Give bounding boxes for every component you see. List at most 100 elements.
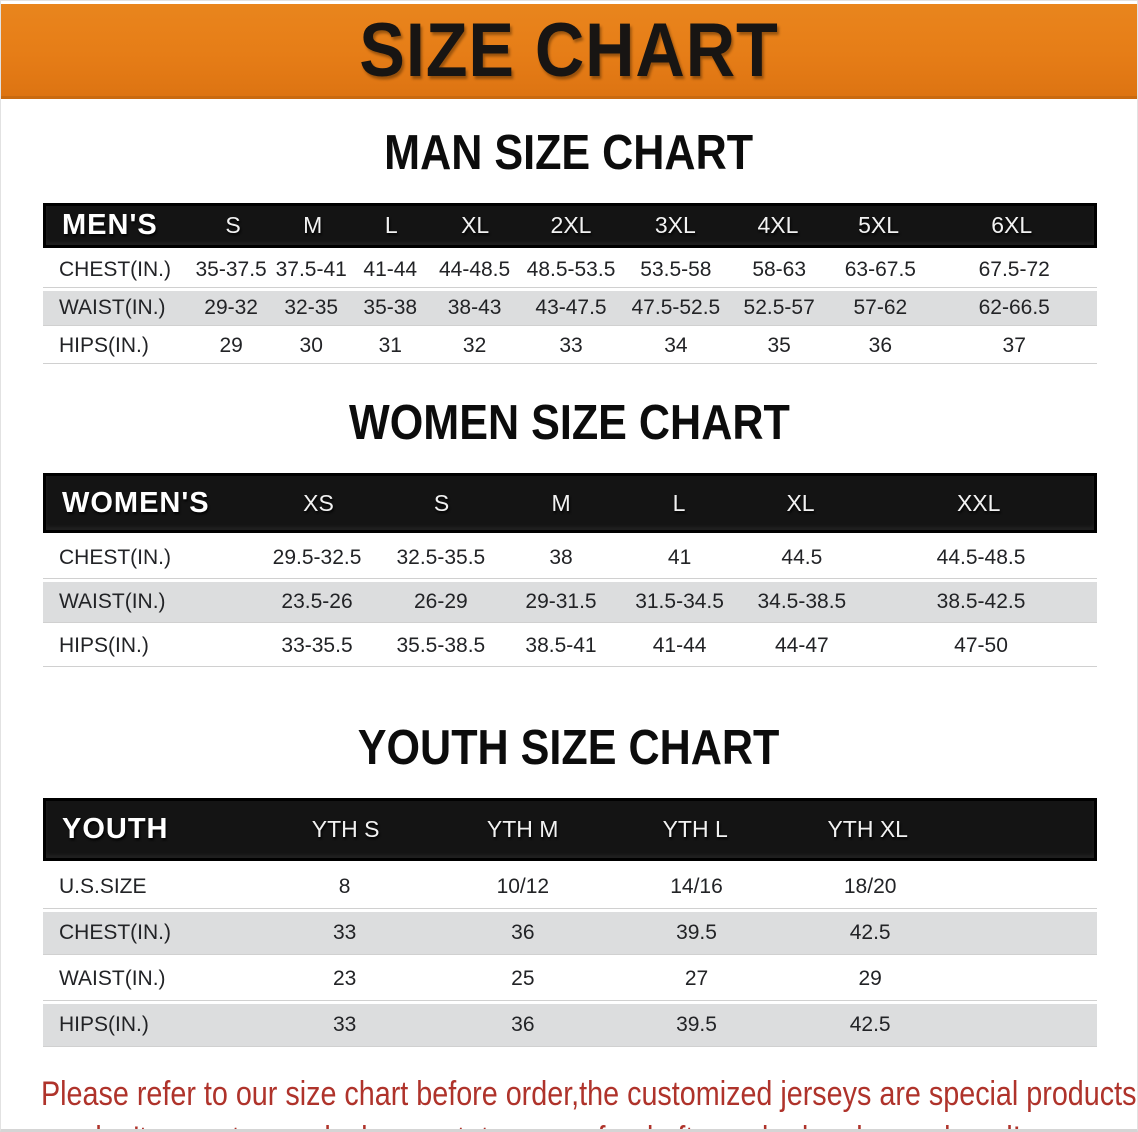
- youth-size-table: YOUTH YTH S YTH M YTH L YTH XL U.S.SIZE 8 10/12…: [43, 798, 1097, 1046]
- size-column-header: YTH M: [486, 816, 559, 842]
- value-cell: 33: [559, 334, 583, 357]
- size-column-header: XXL: [956, 489, 1001, 516]
- value-cell: 38: [549, 546, 573, 569]
- table-row: CHEST(IN.) 33 36 39.5 42.5: [43, 912, 1097, 954]
- row-label: CHEST(IN.): [59, 258, 171, 281]
- table-header-row: YOUTH YTH S YTH M YTH L YTH XL: [43, 798, 1097, 861]
- value-cell: 32: [462, 334, 487, 357]
- value-cell: 18/20: [843, 875, 897, 898]
- value-cell: 29: [858, 967, 882, 990]
- row-label: HIPS(IN.): [59, 1013, 149, 1036]
- value-cell: 38.5-41: [525, 634, 597, 657]
- table-row: HIPS(IN.) 33-35.5 35.5-38.5 38.5-41 41-44 44-…: [43, 626, 1097, 666]
- size-column-header: L: [384, 212, 398, 238]
- size-column-header: 2XL: [550, 212, 592, 238]
- value-cell: 35: [767, 334, 791, 357]
- table-header-label: WOMEN'S: [62, 486, 210, 519]
- size-column-header: XS: [303, 489, 334, 516]
- value-cell: 36: [868, 334, 893, 357]
- size-column-header: 6XL: [991, 212, 1033, 238]
- value-cell: 29-31.5: [525, 590, 597, 613]
- table-row: HIPS(IN.) 29 30 31 32 33 34 35 36 37: [43, 329, 1097, 363]
- value-cell: 48.5-53.5: [526, 258, 616, 281]
- value-cell: 36: [511, 1013, 535, 1036]
- value-cell: 57-62: [853, 296, 908, 319]
- banner: SIZE CHART: [1, 4, 1137, 99]
- value-cell: 25: [511, 967, 535, 990]
- value-cell: 39.5: [676, 921, 717, 944]
- value-cell: 41: [667, 546, 692, 569]
- value-cell: 38.5-42.5: [936, 590, 1026, 613]
- value-cell: 29-32: [204, 296, 258, 319]
- value-cell: 26-29: [414, 590, 468, 613]
- men-section-title-text: MAN SIZE CHART: [384, 126, 754, 180]
- value-cell: 62-66.5: [978, 296, 1050, 319]
- size-column-header: YTH XL: [827, 816, 908, 842]
- value-cell: 39.5: [676, 1013, 717, 1036]
- value-cell: 35.5-38.5: [396, 634, 486, 657]
- value-cell: 35-38: [363, 296, 418, 319]
- men-section-title: MAN SIZE CHART: [1, 125, 1137, 181]
- value-cell: 29: [219, 334, 243, 357]
- size-column-header: YTH S: [311, 816, 380, 842]
- value-cell: 23.5-26: [281, 590, 353, 613]
- size-column-header: S: [433, 489, 450, 516]
- women-section-title: WOMEN SIZE CHART: [1, 395, 1137, 451]
- women-section-title-text: WOMEN SIZE CHART: [348, 396, 790, 450]
- table-header-label: YOUTH: [62, 813, 169, 845]
- size-column-header: M: [303, 212, 323, 238]
- size-column-header: 3XL: [654, 212, 696, 238]
- mens-size-table: MEN'S S M L XL 2XL 3XL 4XL 5XL 6XL CHEST(IN.) 35-37…: [43, 203, 1097, 363]
- value-cell: 37.5-41: [275, 258, 347, 281]
- value-cell: 30: [299, 334, 323, 357]
- value-cell: 10/12: [496, 875, 550, 898]
- value-cell: 63-67.5: [844, 258, 916, 281]
- size-column-header: XL: [461, 212, 490, 238]
- size-column-header: XL: [786, 489, 815, 516]
- value-cell: 14/16: [670, 875, 723, 898]
- table-row: WAIST(IN.) 23 25 27 29: [43, 958, 1097, 1000]
- value-cell: 38-43: [447, 296, 502, 319]
- value-cell: 58-63: [752, 258, 807, 281]
- row-label: WAIST(IN.): [59, 590, 166, 613]
- value-cell: 29.5-32.5: [272, 546, 362, 569]
- value-cell: 44.5: [781, 546, 823, 569]
- table-row: CHEST(IN.) 29.5-32.5 32.5-35.5 38 41 44.5 44.5…: [43, 538, 1097, 578]
- size-column-header: 5XL: [858, 212, 900, 238]
- table-row: CHEST(IN.) 35-37.5 37.5-41 41-44 44-48.5 48.5…: [43, 253, 1097, 287]
- row-label: CHEST(IN.): [59, 921, 171, 944]
- value-cell: 34: [664, 334, 688, 357]
- value-cell: 47.5-52.5: [631, 296, 721, 319]
- value-cell: 32-35: [284, 296, 339, 319]
- value-cell: 23: [332, 967, 357, 990]
- value-cell: 44-48.5: [438, 258, 511, 281]
- row-label: CHEST(IN.): [59, 546, 171, 569]
- value-cell: 33-35.5: [281, 634, 353, 657]
- value-cell: 31: [378, 334, 402, 357]
- value-cell: 43-47.5: [535, 296, 607, 319]
- value-cell: 31.5-34.5: [635, 590, 724, 613]
- disclaimer: Please refer to our size chart before or…: [41, 1072, 1138, 1129]
- value-cell: 42.5: [849, 1013, 891, 1036]
- row-label: WAIST(IN.): [59, 296, 166, 319]
- row-label: HIPS(IN.): [59, 334, 149, 357]
- size-column-header: YTH L: [662, 816, 728, 842]
- table-row: WAIST(IN.) 29-32 32-35 35-38 38-43 43-47.5 47.…: [43, 291, 1097, 325]
- table-row: WAIST(IN.) 23.5-26 26-29 29-31.5 31.5-34.5 34…: [43, 582, 1097, 622]
- size-column-header: S: [225, 212, 241, 238]
- table-row: HIPS(IN.) 33 36 39.5 42.5: [43, 1004, 1097, 1046]
- womens-size-table: WOMEN'S XS S M L XL XXL CHEST(IN.) 29.5-32.5 32.5…: [43, 473, 1097, 666]
- value-cell: 44.5-48.5: [936, 546, 1026, 569]
- value-cell: 33: [332, 921, 357, 944]
- value-cell: 8: [338, 875, 351, 898]
- value-cell: 33: [332, 1013, 357, 1036]
- table-row: U.S.SIZE 8 10/12 14/16 18/20: [43, 866, 1097, 908]
- youth-section-title-text: YOUTH SIZE CHART: [358, 721, 780, 775]
- size-column-header: M: [551, 489, 571, 516]
- value-cell: 44-47: [774, 634, 829, 657]
- value-cell: 37: [1002, 334, 1026, 357]
- value-cell: 47-50: [954, 634, 1008, 657]
- disclaimer-line-1: Please refer to our size chart before or…: [41, 1075, 1138, 1113]
- value-cell: 53.5-58: [640, 258, 712, 281]
